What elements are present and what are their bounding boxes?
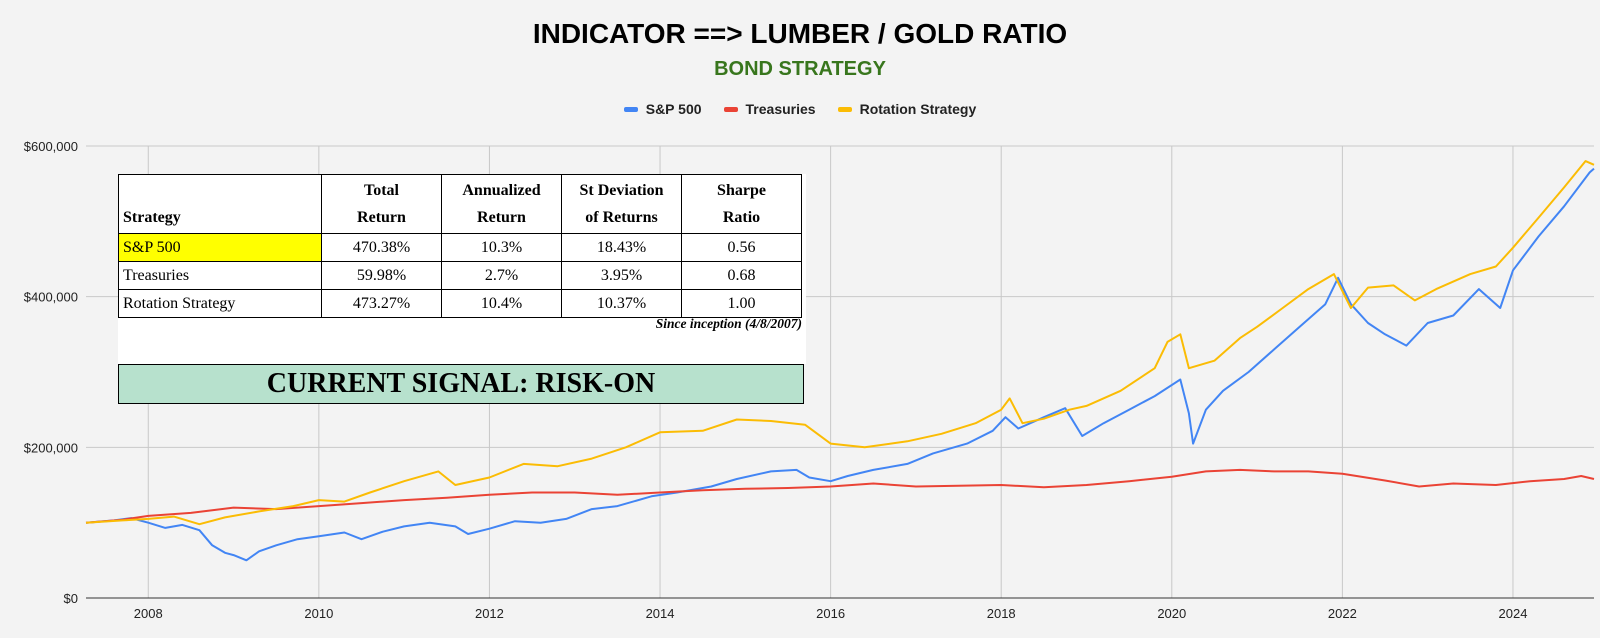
header-sharpe-ratio: Sharpe Ratio [681,174,802,234]
x-tick-label: 2018 [987,606,1016,621]
legend-label-rotation: Rotation Strategy [859,101,977,117]
y-tick-label: $600,000 [24,139,78,154]
cell-rotation-total-return: 473.27% [321,289,442,318]
header-total-return: Total Return [321,174,442,234]
y-tick-label: $400,000 [24,290,78,305]
x-tick-label: 2016 [816,606,845,621]
legend-label-sp500: S&P 500 [645,101,702,117]
header-sharpe-line2: Ratio [722,209,761,226]
header-annualized-line1: Annualized [462,182,541,199]
header-total-return-line2: Return [357,209,406,226]
header-st-deviation-line1: St Deviation [579,182,664,199]
cell-treasuries-annualized: 2.7% [441,261,562,290]
since-inception-note: Since inception (4/8/2007) [655,316,802,331]
legend-item-rotation[interactable]: Rotation Strategy [837,101,977,117]
stats-header-row: Strategy Total Return Annualized Return … [118,174,802,234]
legend: S&P 500 Treasuries Rotation Strategy [0,101,1600,117]
cell-treasuries-st-dev: 3.95% [561,261,682,290]
stats-row-rotation: Rotation Strategy 473.27% 10.4% 10.37% 1… [118,289,802,318]
series-rotation-line [85,160,1595,526]
x-tick-label: 2008 [134,606,163,621]
chart-title: INDICATOR ==> LUMBER / GOLD RATIO [532,18,1068,49]
stats-table: Strategy Total Return Annualized Return … [118,174,802,318]
header-total-return-line1: Total [364,182,399,199]
header-annualized-line2: Return [477,209,526,226]
series-layer [85,160,1595,562]
legend-swatch-sp500 [623,106,638,112]
current-signal-banner: CURRENT SIGNAL: RISK-ON [118,364,804,404]
axis-layer: $0 $200,000 $400,000 $600,000 2008 2010 2012 20… [24,139,1594,621]
cell-treasuries-sharpe: 0.68 [681,261,802,290]
header-strategy: Strategy [118,174,322,234]
cell-rotation-annualized: 10.4% [441,289,562,318]
stats-panel: Strategy Total Return Annualized Return … [118,174,806,364]
header-st-deviation: St Deviation of Returns [561,174,682,234]
header-annualized-return: Annualized Return [441,174,562,234]
legend-swatch-rotation [837,106,852,112]
x-tick-label: 2022 [1328,606,1357,621]
cell-sp500-total-return: 470.38% [321,233,442,262]
series-sp500-line [85,167,1595,562]
x-tick-label: 2020 [1157,606,1186,621]
chart-subtitle: BOND STRATEGY [714,58,886,80]
cell-treasuries-name: Treasuries [118,261,322,290]
stats-row-treasuries: Treasuries 59.98% 2.7% 3.95% 0.68 [118,261,802,290]
header-sharpe-line1: Sharpe [717,182,766,199]
cell-rotation-sharpe: 1.00 [681,289,802,318]
cell-treasuries-total-return: 59.98% [321,261,442,290]
stats-row-sp500: S&P 500 470.38% 10.3% 18.43% 0.56 [118,233,802,262]
cell-rotation-st-dev: 10.37% [561,289,682,318]
legend-swatch-treasuries [723,106,738,112]
header-st-deviation-line2: of Returns [585,209,658,226]
x-tick-label: 2024 [1499,606,1528,621]
cell-sp500-sharpe: 0.56 [681,233,802,262]
cell-sp500-st-dev: 18.43% [561,233,682,262]
y-tick-label: $200,000 [24,440,78,455]
series-treasuries-line [85,468,1595,524]
legend-item-sp500[interactable]: S&P 500 [623,101,702,117]
legend-label-treasuries: Treasuries [745,101,816,117]
cell-rotation-name: Rotation Strategy [118,289,322,318]
legend-item-treasuries[interactable]: Treasuries [723,101,816,117]
cell-sp500-name: S&P 500 [118,233,322,262]
x-tick-label: 2010 [304,606,333,621]
y-tick-label: $0 [64,591,78,606]
x-tick-label: 2014 [646,606,675,621]
x-tick-label: 2012 [475,606,504,621]
cell-sp500-annualized: 10.3% [441,233,562,262]
